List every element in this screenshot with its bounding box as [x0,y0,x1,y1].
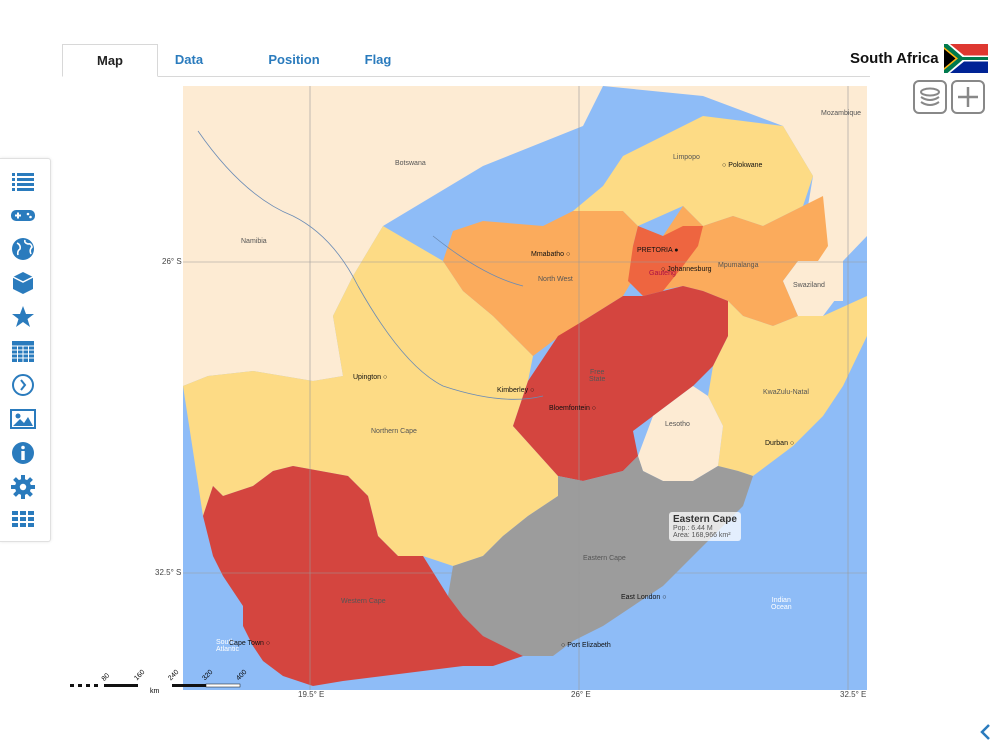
globe-icon[interactable] [9,235,37,263]
latitude-label-26: 26° S [162,257,182,266]
label-south-atlantic: South Atlantic [216,639,239,653]
label-namibia: Namibia [241,238,267,245]
city-upington[interactable]: Upington ○ [353,374,388,381]
region-lesotho [638,386,723,481]
region-north-west [443,211,638,356]
city-cape-town[interactable]: Cape Town ○ [229,640,271,647]
map-view[interactable]: Namibia Botswana Mozambique Limpopo Mpum… [183,86,867,690]
tab-map[interactable]: Map [62,44,158,77]
layers-button[interactable] [913,80,947,114]
label-botswana: Botswana [395,160,426,167]
plus-icon [958,87,978,107]
neighbor-land-west [183,86,603,386]
label-gauteng: Gauteng [649,270,676,277]
region-kwazulu-natal [708,296,867,476]
city-port-elizabeth[interactable]: ○ Port Elizabeth [561,642,611,649]
tab-data[interactable]: Data [174,52,204,67]
zoom-in-button[interactable] [951,80,985,114]
gamepad-icon[interactable] [9,201,37,229]
chevron-left-icon[interactable] [978,722,992,742]
label-free-state: Free State [589,369,606,383]
label-indian-ocean: Indian Ocean [771,597,792,611]
label-mozambique: Mozambique [821,110,862,117]
label-lesotho: Lesotho [665,421,690,428]
region-free-state [513,286,728,481]
label-western-cape: Western Cape [341,598,386,605]
south-africa-flag-icon [944,44,988,73]
clock-icon[interactable] [9,371,37,399]
cube-icon[interactable] [9,269,37,297]
region-gauteng [628,226,703,296]
label-eastern-cape: Eastern Cape [583,555,626,562]
city-east-london[interactable]: East London ○ [621,594,667,601]
region-swaziland [783,261,838,316]
label-mpumalanga: Mpumalanga [718,262,759,269]
grid-icon[interactable] [9,505,37,533]
region-tooltip: Eastern Cape Pop.: 6.44 M Area: 168,966 … [669,512,741,541]
map-canvas [183,86,867,690]
city-johannesburg[interactable]: ○ Johannesburg [661,266,712,273]
longitude-label-26: 26° E [571,690,591,699]
info-icon[interactable] [9,439,37,467]
tab-bar: Map Data Position Flag [62,44,870,77]
scale-bar-graphic [70,683,241,688]
label-north-west: North West [538,276,573,283]
star-icon[interactable] [9,303,37,331]
longitude-label-19: 19.5° E [298,690,325,699]
city-mmabatho[interactable]: Mmabatho ○ [531,251,571,258]
region-western-cape [203,466,523,686]
region-northern-cape [183,226,558,566]
layers-icon [920,87,940,106]
side-toolbar [0,158,51,542]
image-icon[interactable] [9,405,37,433]
neighbor-land [183,86,867,301]
scale-unit: km [150,688,160,695]
city-bloemfontein[interactable]: Bloemfontein ○ [549,405,597,412]
label-northern-cape: Northern Cape [371,428,417,435]
tooltip-area: Area: 168,966 km² [673,532,731,539]
city-kimberley[interactable]: Kimberley ○ [497,387,535,394]
label-swaziland: Swaziland [793,282,825,289]
tab-flag[interactable]: Flag [364,52,392,67]
tab-position[interactable]: Position [268,52,320,67]
gear-icon[interactable] [9,473,37,501]
latitude-label-32: 32.5° S [155,568,182,577]
country-title: South Africa [850,50,939,67]
label-kwazulu-natal: KwaZulu-Natal [763,389,809,396]
tooltip-population: Pop.: 6.44 M [673,525,713,532]
region-eastern-cape [448,456,753,656]
city-pretoria[interactable]: PRETORIA ● [637,247,679,254]
city-durban[interactable]: Durban ○ [765,440,795,447]
longitude-label-32: 32.5° E [840,690,867,699]
list-icon[interactable] [9,167,37,195]
city-polokwane[interactable]: ○ Polokwane [722,162,763,169]
label-limpopo: Limpopo [673,154,700,161]
region-limpopo [573,116,813,226]
scale-bar: 80 160 240 320 400 km [70,669,248,700]
calendar-icon[interactable] [9,337,37,365]
tooltip-title: Eastern Cape [673,514,737,525]
